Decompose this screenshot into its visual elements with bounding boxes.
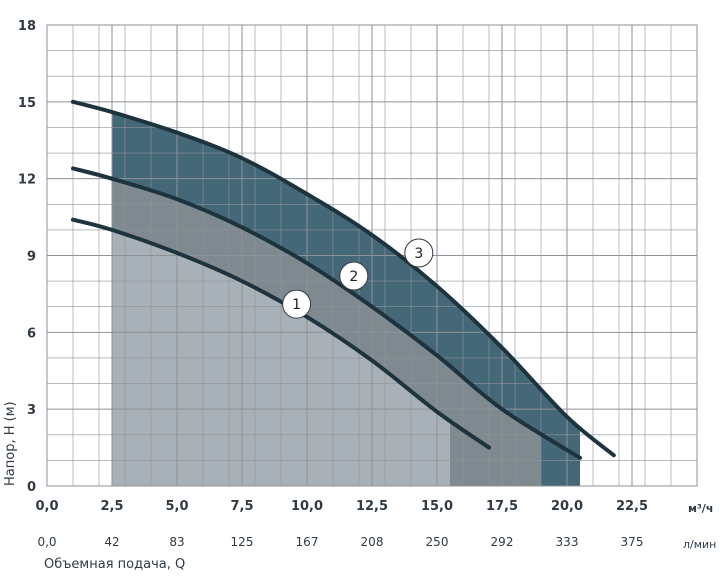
- curve-badge-3: [404, 238, 434, 268]
- y-tick-label: 15: [18, 96, 36, 111]
- y-tick-label: 18: [18, 19, 36, 34]
- x2-tick-label: 375: [621, 535, 644, 549]
- curve-badge-label-3: 3: [414, 246, 423, 262]
- x2-tick-label: 167: [296, 535, 319, 549]
- x2-tick-label: 125: [231, 535, 254, 549]
- curve-2: [71, 166, 582, 460]
- y-tick-label: 9: [27, 250, 36, 265]
- curve-badge-label-1: 1: [292, 297, 301, 313]
- x2-tick-label: 42: [104, 535, 119, 549]
- x-tick-label: 10,0: [291, 499, 323, 514]
- y-tick-label: 3: [27, 403, 36, 418]
- y-tick-label: 12: [18, 173, 36, 188]
- x2-tick-label: 0,0: [37, 535, 56, 549]
- curve-badge-2: [339, 261, 369, 291]
- x-axis-title: Объемная подача, Q: [44, 557, 185, 572]
- plot-border: [46, 24, 698, 487]
- x2-tick-label: 292: [491, 535, 514, 549]
- x-tick-label: 2,5: [100, 499, 123, 514]
- x2-tick-label: 250: [426, 535, 449, 549]
- curve-labels: 1 2 3: [282, 238, 434, 319]
- x-tick-label: 22,5: [616, 499, 648, 514]
- x-tick-label: 5,0: [165, 499, 188, 514]
- x-tick-label: 12,5: [356, 499, 388, 514]
- curve-1: [71, 217, 491, 450]
- y-tick-label: 0: [27, 480, 36, 495]
- x-tick-label: 7,5: [230, 499, 253, 514]
- x-tick-label: 20,0: [551, 499, 583, 514]
- x2-tick-label: 208: [361, 535, 384, 549]
- x-tick-label: 15,0: [421, 499, 453, 514]
- curve-badge-label-2: 2: [349, 269, 358, 285]
- x2-tick-label: 333: [556, 535, 579, 549]
- curve-3: [71, 99, 616, 458]
- operating-range-fills: [112, 112, 580, 487]
- y-tick-label: 6: [27, 326, 36, 341]
- curves: [71, 99, 616, 460]
- x-unit-label: м³/ч: [688, 502, 713, 515]
- curve-badge-1: [282, 289, 312, 319]
- x-tick-label: 17,5: [486, 499, 518, 514]
- x2-tick-label: 83: [169, 535, 184, 549]
- x-tick-label: 0,0: [35, 499, 58, 514]
- y-axis-title: Напор, H (м): [3, 401, 18, 486]
- x2-unit-label: л/мин: [683, 538, 716, 551]
